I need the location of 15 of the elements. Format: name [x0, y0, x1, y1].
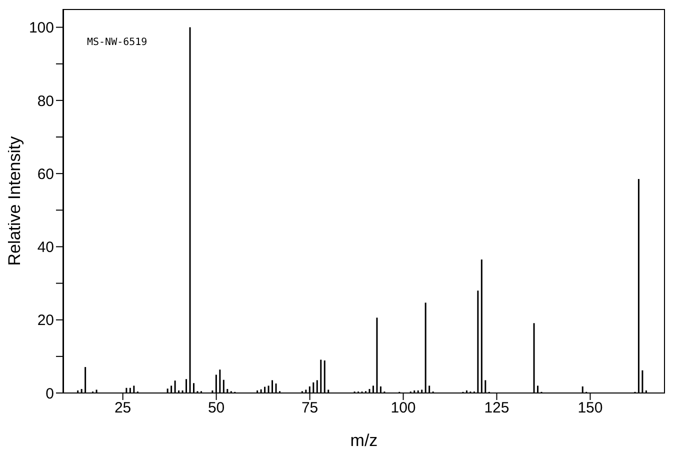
- y-tick-label: 20: [37, 312, 54, 330]
- x-tick-label: 100: [390, 400, 416, 417]
- y-tick-label: 40: [37, 239, 54, 256]
- x-axis-title: m/z: [350, 431, 378, 450]
- y-tick-label: 100: [28, 20, 54, 37]
- y-tick-label: 60: [37, 166, 54, 183]
- annotation: MS-NW-6519: [87, 37, 148, 48]
- y-tick-label: 0: [46, 385, 54, 402]
- x-tick-label: 25: [114, 400, 132, 417]
- x-tick-label: 50: [208, 400, 225, 417]
- x-tick-label: 125: [484, 400, 510, 417]
- x-tick-label: 75: [301, 400, 318, 417]
- y-axis-title: Relative Intensity: [5, 136, 24, 266]
- x-tick-label: 150: [578, 400, 603, 417]
- y-tick-label: 80: [37, 92, 54, 110]
